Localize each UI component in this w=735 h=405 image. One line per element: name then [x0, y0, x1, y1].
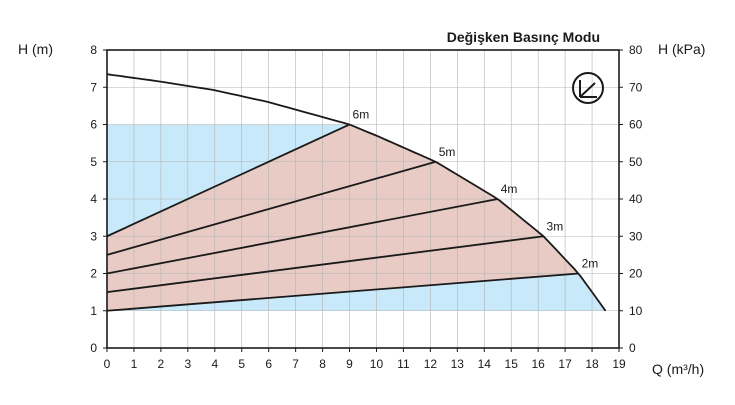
x-tick-label: 19 — [612, 357, 626, 371]
y-right-tick-label: 80 — [629, 43, 643, 57]
curve-label-3m: 3m — [547, 219, 564, 233]
x-tick-label: 10 — [370, 357, 384, 371]
y-left-tick-label: 8 — [90, 43, 97, 57]
y-left-tick-label: 1 — [90, 304, 97, 318]
x-tick-label: 9 — [346, 357, 353, 371]
x-tick-label: 5 — [238, 357, 245, 371]
x-axis-label: Q (m³/h) — [652, 361, 704, 377]
max-speed-curve — [106, 73, 607, 312]
y-right-tick-label: 30 — [629, 229, 643, 243]
y-right-tick-label: 60 — [629, 118, 643, 132]
proportional-pressure-icon — [572, 72, 604, 104]
regions — [107, 124, 606, 311]
x-tick-label: 1 — [131, 357, 138, 371]
control-curve-2m — [106, 272, 579, 312]
curve-label-5m: 5m — [439, 145, 456, 159]
y-left-tick-label: 3 — [90, 229, 97, 243]
x-tick-label: 18 — [585, 357, 599, 371]
y-left-tick-label: 0 — [90, 341, 97, 355]
y-left-tick-label: 6 — [90, 118, 97, 132]
y-axis-right-label: H (kPa) — [658, 41, 705, 57]
x-tick-label: 12 — [424, 357, 438, 371]
y-left-tick-label: 4 — [90, 192, 97, 206]
x-tick-label: 16 — [531, 357, 545, 371]
control-curve-4m — [106, 198, 498, 275]
x-tick-label: 0 — [104, 357, 111, 371]
x-tick-label: 15 — [505, 357, 519, 371]
operating-region — [107, 124, 606, 311]
x-tick-label: 4 — [211, 357, 218, 371]
curve-label-6m: 6m — [353, 108, 370, 122]
grid — [107, 50, 619, 348]
tick-labels: 0 1 2 3 4 5 6 7 8 9 10 11 12 13 14 15 16 17 18 190123456780… — [90, 43, 642, 371]
x-tick-label: 2 — [158, 357, 165, 371]
x-tick-label: 8 — [319, 357, 326, 371]
y-axis-left-label: H (m) — [18, 41, 53, 57]
y-left-tick-label: 2 — [90, 267, 97, 281]
curves: 6m 5m 4m 3m 2m — [106, 73, 607, 312]
control-curve-6m — [106, 123, 350, 238]
y-right-tick-label: 0 — [629, 341, 636, 355]
x-tick-label: 3 — [184, 357, 191, 371]
x-tick-label: 6 — [265, 357, 272, 371]
y-right-tick-label: 20 — [629, 267, 643, 281]
control-curve-3m — [106, 235, 544, 294]
y-right-tick-label: 10 — [629, 304, 643, 318]
y-right-tick-label: 40 — [629, 192, 643, 206]
y-left-tick-label: 5 — [90, 155, 97, 169]
x-tick-label: 7 — [292, 357, 299, 371]
curve-label-4m: 4m — [501, 182, 518, 196]
control-region — [107, 124, 579, 311]
y-left-tick-label: 7 — [90, 80, 97, 94]
y-right-tick-label: 50 — [629, 155, 643, 169]
x-tick-label: 13 — [451, 357, 465, 371]
x-tick-label: 14 — [478, 357, 492, 371]
x-tick-label: 17 — [558, 357, 572, 371]
y-right-tick-label: 70 — [629, 80, 643, 94]
chart-title: Değişken Basınç Modu — [447, 29, 600, 45]
curve-label-2m: 2m — [582, 257, 599, 271]
x-tick-label: 11 — [397, 357, 410, 371]
control-curve-5m — [106, 160, 437, 256]
